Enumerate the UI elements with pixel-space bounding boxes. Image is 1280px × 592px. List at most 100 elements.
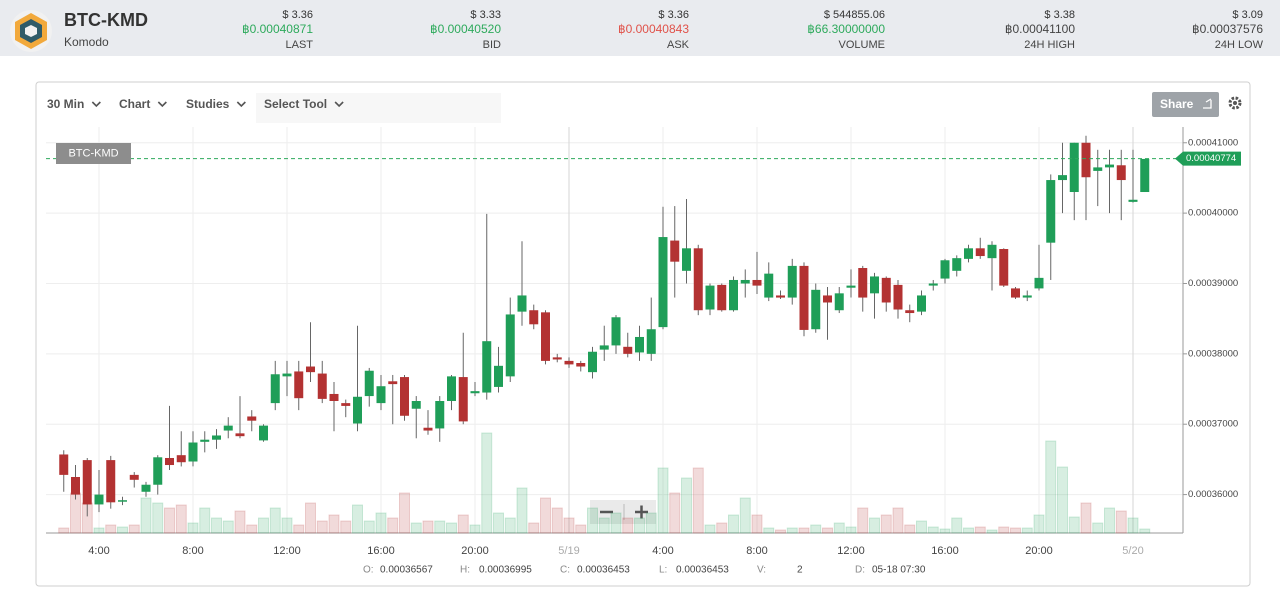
volume-bar (1092, 522, 1104, 534)
volume-bar (751, 514, 763, 534)
volume-bar (1127, 517, 1139, 534)
chevron (236, 101, 246, 108)
stat-label: BID (483, 39, 501, 51)
candle-body (494, 365, 503, 387)
stat-usd: $ 3.38 (1044, 9, 1075, 21)
candle-body (470, 391, 480, 394)
volume-bar (340, 520, 352, 534)
volume-bar (716, 522, 728, 534)
candle-body (541, 312, 550, 361)
series-tag-label: BTC-KMD (68, 147, 118, 159)
stat-btc: ฿0.00040843 (618, 22, 689, 36)
share-label[interactable]: Share (1160, 97, 1194, 111)
volume-bar (1115, 510, 1127, 534)
volume-bar (493, 512, 504, 534)
volume-bar (763, 527, 775, 534)
share-icon[interactable] (1203, 98, 1212, 109)
candle-body (317, 373, 327, 399)
candle-body (729, 279, 738, 311)
stat-label: VOLUME (839, 39, 885, 51)
candle-body (787, 265, 797, 298)
stat-btc: ฿0.00037576 (1192, 22, 1263, 36)
candle-body (82, 460, 92, 505)
volume-bar (187, 522, 199, 534)
candle-body (423, 427, 433, 431)
volume-bar (293, 524, 305, 534)
candle-body (94, 494, 104, 505)
candle-body (564, 360, 574, 365)
info-value: 0.00036995 (479, 565, 532, 576)
volume-bar (598, 517, 610, 534)
stat-btc: ฿66.30000000 (807, 22, 885, 36)
zoom-icons[interactable] (600, 505, 648, 519)
candle-body (529, 310, 539, 325)
candle-body (611, 317, 621, 346)
volume-bar (175, 504, 187, 534)
candle-body (1093, 167, 1103, 171)
y-tick-label: 0.00038000 (1188, 348, 1238, 359)
candle-body (59, 454, 69, 475)
x-tick-label: 20:00 (461, 545, 489, 557)
volume-bar (234, 510, 246, 534)
candle-body (870, 276, 879, 294)
candle-body (353, 396, 362, 424)
toolbar-item[interactable]: Select Tool (264, 97, 327, 111)
candle-body (752, 279, 762, 286)
settings-icon[interactable] (1228, 96, 1242, 110)
volume-bar (410, 522, 422, 534)
info-label: V: (757, 565, 766, 576)
candle-body (1069, 142, 1079, 193)
candle-body (740, 279, 750, 284)
toolbar-item[interactable]: Studies (186, 97, 230, 111)
chevron (334, 101, 344, 108)
volume-bar (246, 524, 258, 534)
share-button[interactable] (1152, 92, 1219, 117)
candle-body (482, 341, 492, 393)
header-bar (0, 0, 1280, 56)
stat-btc: ฿0.00040520 (430, 22, 501, 36)
volume-bar (481, 432, 493, 534)
candle-body (118, 500, 127, 502)
x-tick-label: 8:00 (182, 545, 203, 557)
info-value: 0.00036567 (380, 565, 433, 576)
info-label: C: (560, 565, 570, 576)
candle-body (893, 284, 903, 310)
volume-bar (857, 507, 869, 534)
volume-bar (58, 527, 70, 534)
candle-body (964, 248, 973, 259)
logo (10, 10, 52, 52)
volume-bar (93, 527, 105, 534)
volume-bar (904, 524, 916, 534)
candle-body (1105, 164, 1114, 168)
volume-bar (880, 514, 892, 534)
stat-label: ASK (667, 39, 690, 51)
y-tick-label: 0.00040000 (1188, 208, 1238, 219)
candle-body (917, 295, 926, 312)
info-value: 0.00036453 (577, 565, 630, 576)
candle-body (905, 310, 915, 314)
candle-body (212, 435, 221, 440)
volume-bar (516, 487, 528, 534)
toolbar-item[interactable]: 30 Min (47, 97, 84, 111)
x-tick-label: 16:00 (931, 545, 959, 557)
grid (46, 127, 1183, 533)
toolbar-item[interactable]: Chart (119, 97, 150, 111)
candle-body (141, 484, 151, 492)
volume-bar (810, 524, 822, 534)
candle-body (552, 357, 562, 360)
candle-body (376, 386, 386, 404)
candle-body (364, 370, 374, 397)
candle-body (881, 277, 891, 303)
volume-bar (1139, 528, 1151, 534)
candle-body (129, 474, 139, 480)
info-label: H: (460, 565, 470, 576)
volume-bar (457, 514, 469, 534)
volume-bar (422, 520, 434, 534)
info-value: 05-18 07:30 (872, 565, 926, 576)
volume-bar (1045, 440, 1057, 534)
volume-bar (469, 524, 481, 534)
candle-body (388, 381, 398, 385)
candle-body (435, 400, 445, 429)
y-tick-label: 0.00036000 (1188, 489, 1238, 500)
